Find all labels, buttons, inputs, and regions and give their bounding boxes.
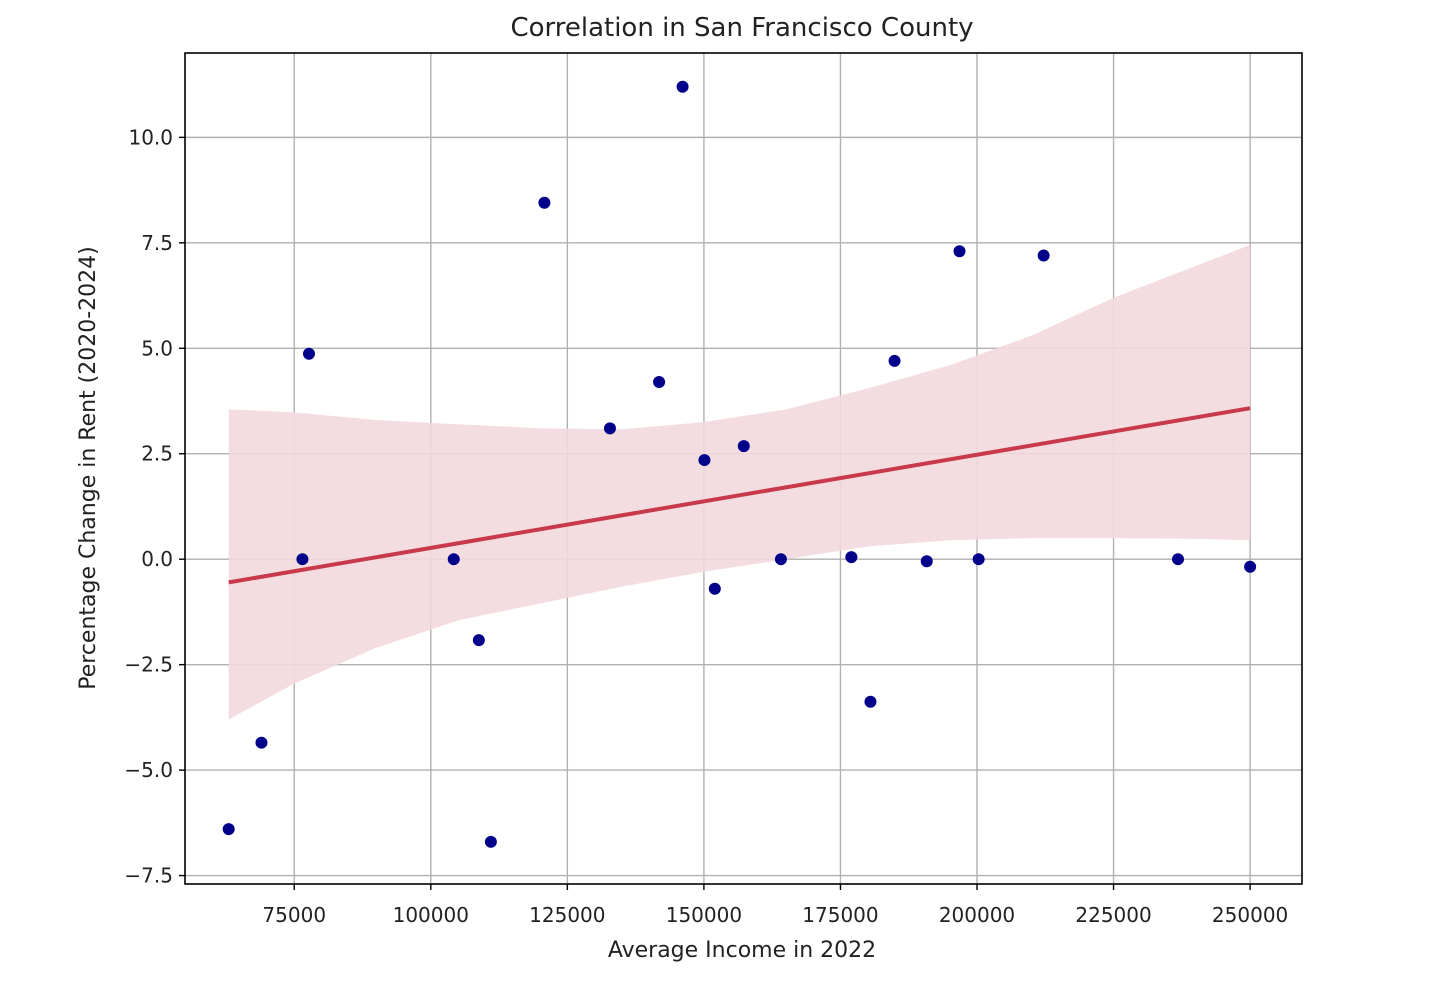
regression-line — [228, 406, 1251, 585]
data-point — [447, 553, 460, 566]
y-axis-label: Percentage Change in Rent (2020-2024) — [76, 246, 101, 690]
data-point — [472, 634, 485, 647]
y-tick-label: 5.0 — [141, 336, 173, 360]
x-tick-label: 250000 — [1212, 903, 1288, 927]
y-tick-label: −7.5 — [124, 864, 173, 888]
data-point — [1037, 249, 1050, 262]
y-tick-label: −5.0 — [124, 758, 173, 782]
x-tick-label: 175000 — [802, 903, 878, 927]
data-point — [972, 553, 985, 566]
data-point — [296, 553, 309, 566]
plot-frame — [184, 52, 1303, 885]
data-point — [953, 245, 966, 258]
data-point — [774, 553, 787, 566]
data-point — [676, 80, 689, 93]
data-point — [538, 196, 551, 209]
data-point — [708, 582, 721, 595]
data-point — [1244, 560, 1257, 573]
data-point — [653, 376, 666, 389]
data-point — [845, 551, 858, 564]
x-axis-label: Average Income in 2022 — [608, 938, 876, 963]
x-tick-label: 125000 — [529, 903, 605, 927]
x-tick-label: 150000 — [666, 903, 742, 927]
x-tick-label: 225000 — [1075, 903, 1151, 927]
x-tick-label: 75000 — [262, 903, 326, 927]
confidence-band — [228, 244, 1251, 720]
data-point — [737, 440, 750, 453]
data-point — [1172, 553, 1185, 566]
data-point — [920, 555, 933, 568]
data-point — [484, 835, 497, 848]
y-tick-label: 2.5 — [141, 442, 173, 466]
y-tick-label: 10.0 — [128, 125, 173, 149]
y-tick-label: 7.5 — [141, 231, 173, 255]
y-tick-label: 0.0 — [141, 547, 173, 571]
data-point — [888, 354, 901, 367]
data-point — [302, 347, 315, 360]
plot-area: 75000 100000 125000 150000 175000 200000 22500… — [124, 52, 1303, 927]
data-point — [255, 736, 268, 749]
x-tick-label: 100000 — [393, 903, 469, 927]
data-point — [603, 422, 616, 435]
chart-title: Correlation in San Francisco County — [510, 13, 973, 43]
data-point — [222, 823, 235, 836]
data-point — [698, 454, 711, 467]
data-point — [864, 695, 877, 708]
y-tick-label: −2.5 — [124, 653, 173, 677]
x-tick-label: 200000 — [939, 903, 1015, 927]
